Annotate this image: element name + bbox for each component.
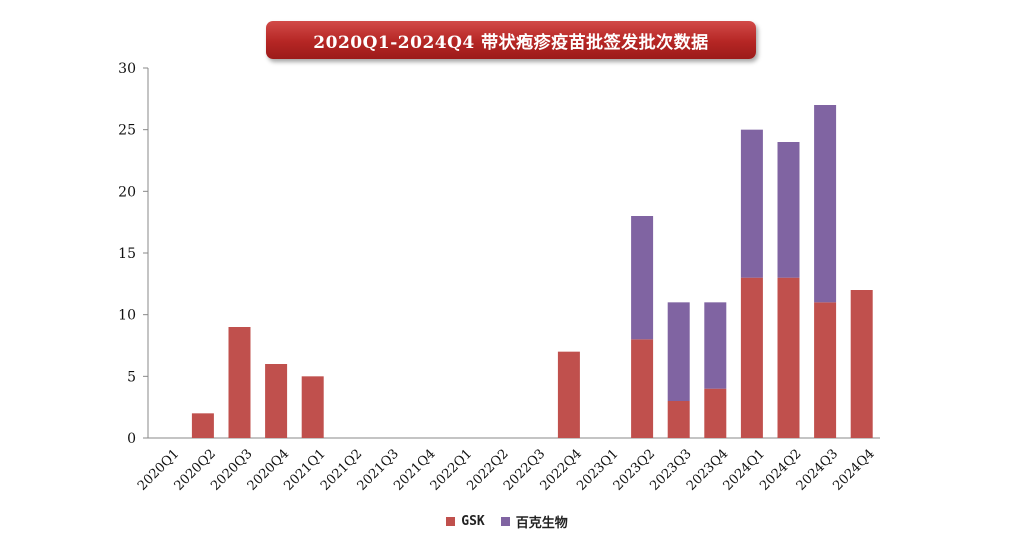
bar-gsk-2023Q3 [667, 401, 690, 438]
chart-title-box: 2020Q1-2024Q4 带状疱疹疫苗批签发批次数据 [266, 21, 756, 59]
bar-gsk-2022Q4 [557, 351, 580, 438]
bar-gsk-2024Q1 [740, 277, 763, 438]
y-tick-label: 10 [118, 308, 136, 324]
legend-label-gsk: GSK [461, 514, 485, 529]
bar-gsk-2024Q3 [814, 302, 837, 438]
legend: GSK 百克生物 [0, 512, 1014, 531]
bar-gsk-2024Q2 [777, 277, 800, 438]
legend-swatch-baike [500, 517, 510, 526]
bar-baike-2024Q3 [814, 105, 837, 303]
bar-gsk-2021Q1 [301, 376, 324, 438]
bar-baike-2024Q2 [777, 142, 800, 278]
legend-swatch-gsk [446, 517, 456, 526]
bar-baike-2023Q4 [704, 302, 727, 389]
legend-label-baike: 百克生物 [515, 516, 568, 531]
bar-gsk-2023Q4 [704, 388, 727, 438]
bar-gsk-2023Q2 [631, 339, 654, 438]
y-tick-label: 30 [118, 61, 136, 77]
bar-gsk-2020Q3 [228, 327, 251, 438]
y-tick-label: 5 [127, 369, 136, 385]
bar-gsk-2024Q4 [850, 290, 873, 438]
bar-baike-2024Q1 [740, 129, 763, 278]
legend-item-baike: 百克生物 [500, 512, 568, 531]
y-tick-label: 20 [118, 184, 136, 200]
chart-title: 2020Q1-2024Q4 带状疱疹疫苗批签发批次数据 [313, 32, 709, 53]
y-tick-label: 25 [118, 123, 136, 139]
bar-gsk-2020Q4 [265, 364, 288, 438]
legend-item-gsk: GSK [446, 512, 485, 531]
bar-gsk-2020Q2 [191, 413, 214, 438]
y-tick-label: 0 [127, 431, 136, 447]
bar-baike-2023Q2 [631, 216, 654, 340]
y-tick-label: 15 [118, 246, 136, 262]
bar-baike-2023Q3 [667, 302, 690, 401]
